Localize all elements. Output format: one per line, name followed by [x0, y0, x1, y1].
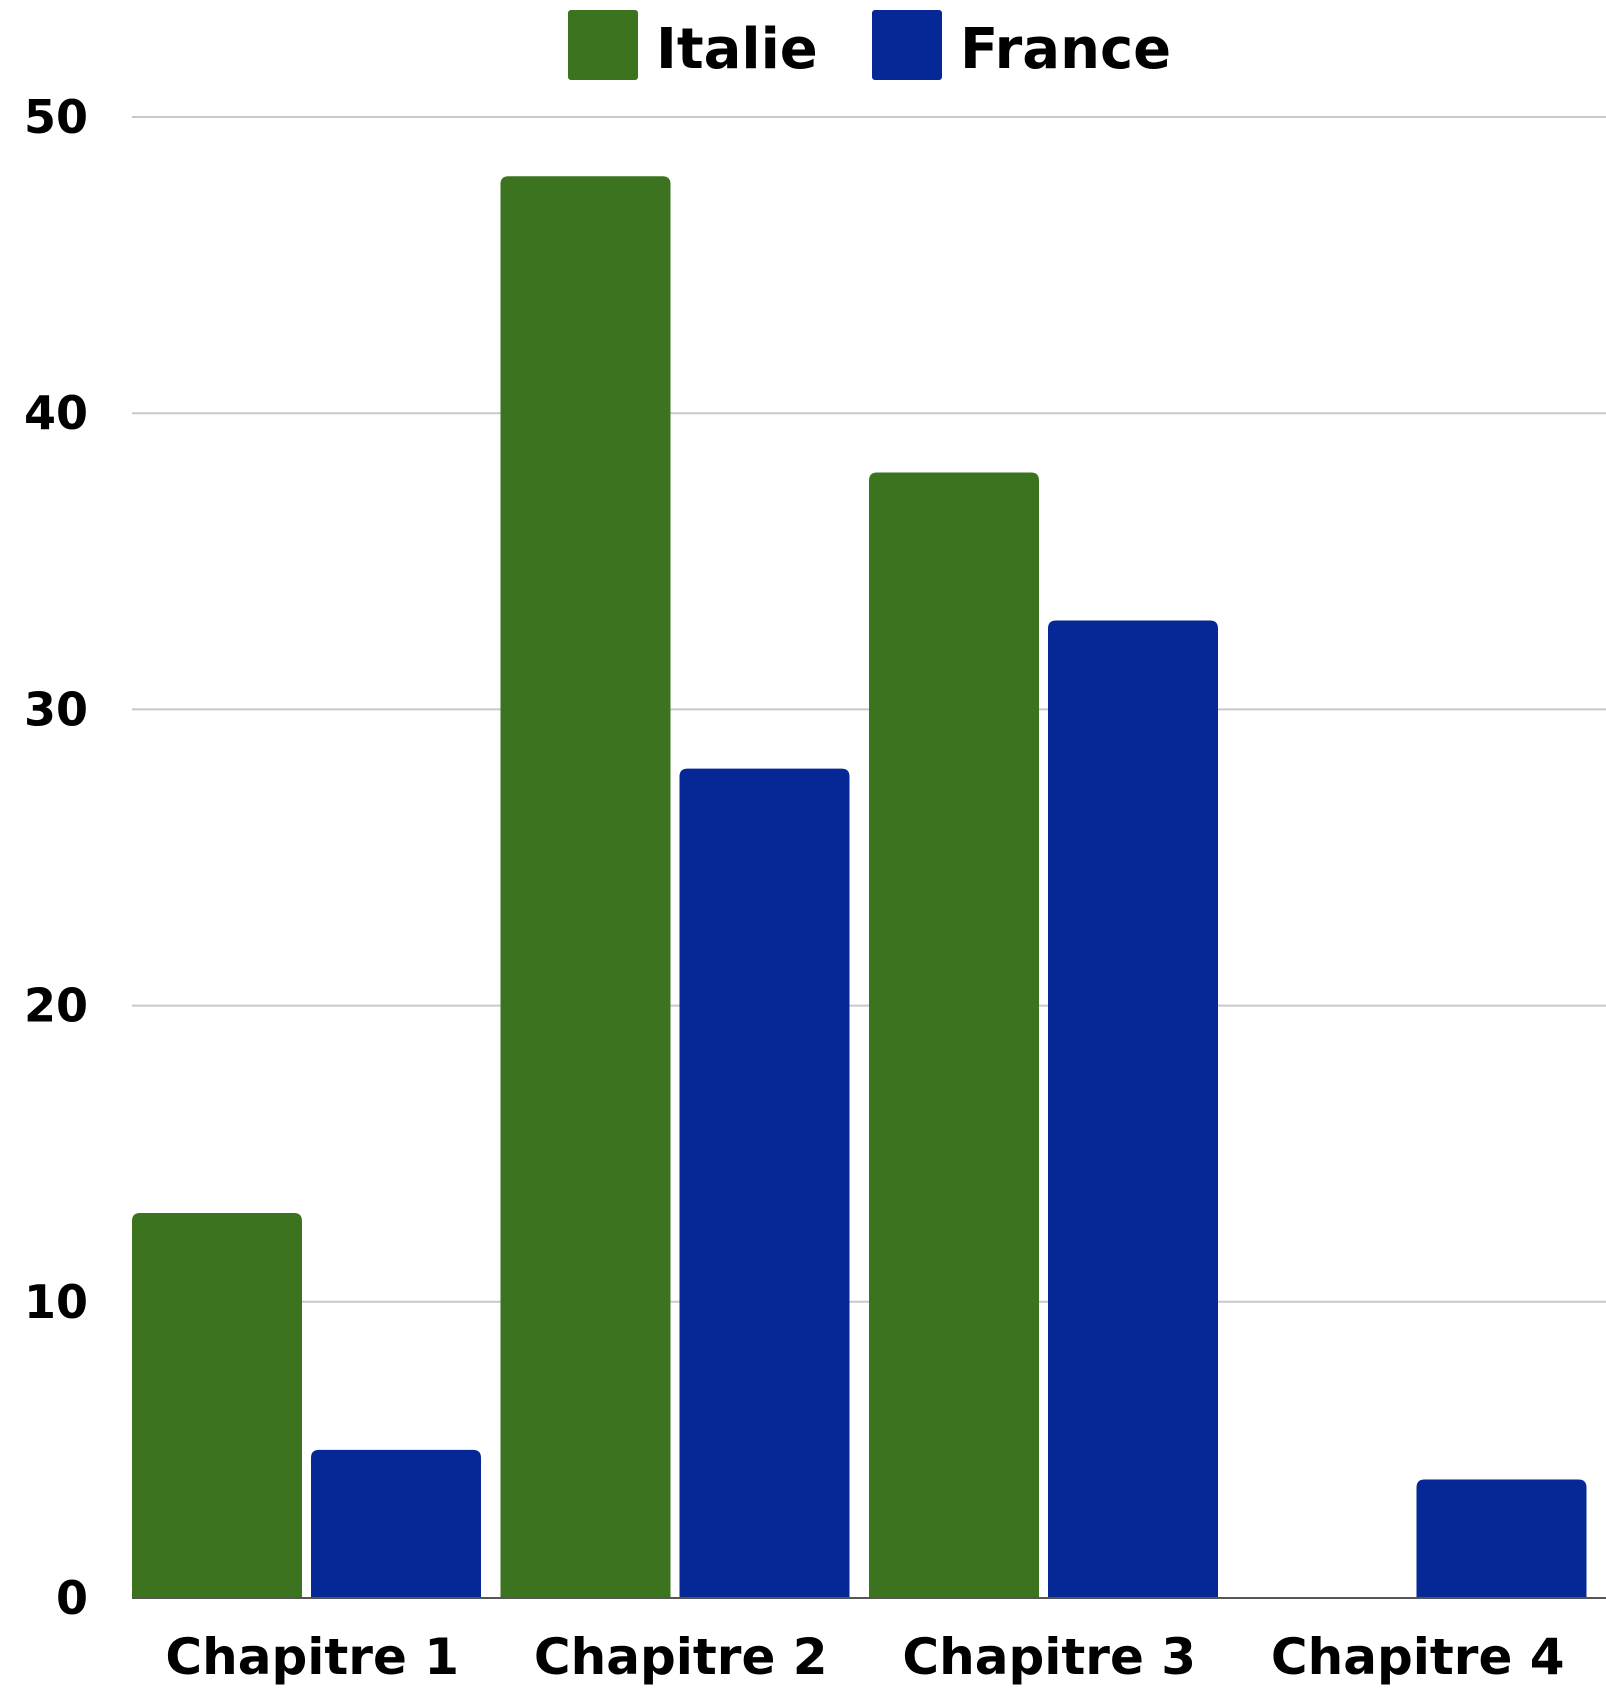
legend: Italie France — [568, 10, 1171, 82]
y-tick-label: 40 — [24, 386, 88, 440]
legend-label: France — [960, 17, 1171, 82]
y-tick-label: 20 — [24, 979, 88, 1033]
x-category-label: Chapitre 4 — [1271, 1628, 1565, 1686]
y-tick-label: 30 — [24, 682, 88, 736]
legend-label: Italie — [656, 17, 818, 82]
legend-swatch-italie — [568, 10, 638, 80]
x-category-label: Chapitre 3 — [902, 1628, 1196, 1686]
legend-swatch-france — [872, 10, 942, 80]
bar-france-3 — [1048, 620, 1218, 1598]
x-category-label: Chapitre 1 — [165, 1628, 459, 1686]
y-axis-ticks: 0 10 20 30 40 50 — [24, 90, 88, 1625]
bar-italie-1 — [132, 1212, 302, 1598]
y-tick-label: 50 — [24, 90, 88, 144]
bar-italie-3 — [869, 472, 1039, 1599]
x-axis-categories: Chapitre 1 Chapitre 2 Chapitre 3 Chapitre 4 — [165, 1628, 1564, 1686]
y-tick-label: 10 — [24, 1275, 88, 1329]
bar-italie-2 — [500, 176, 671, 1599]
bar-france-1 — [311, 1449, 481, 1598]
bars — [132, 176, 1587, 1599]
bar-france-4 — [1416, 1479, 1587, 1598]
x-category-label: Chapitre 2 — [534, 1628, 828, 1686]
y-tick-label: 0 — [56, 1571, 88, 1625]
bar-france-2 — [679, 768, 850, 1598]
